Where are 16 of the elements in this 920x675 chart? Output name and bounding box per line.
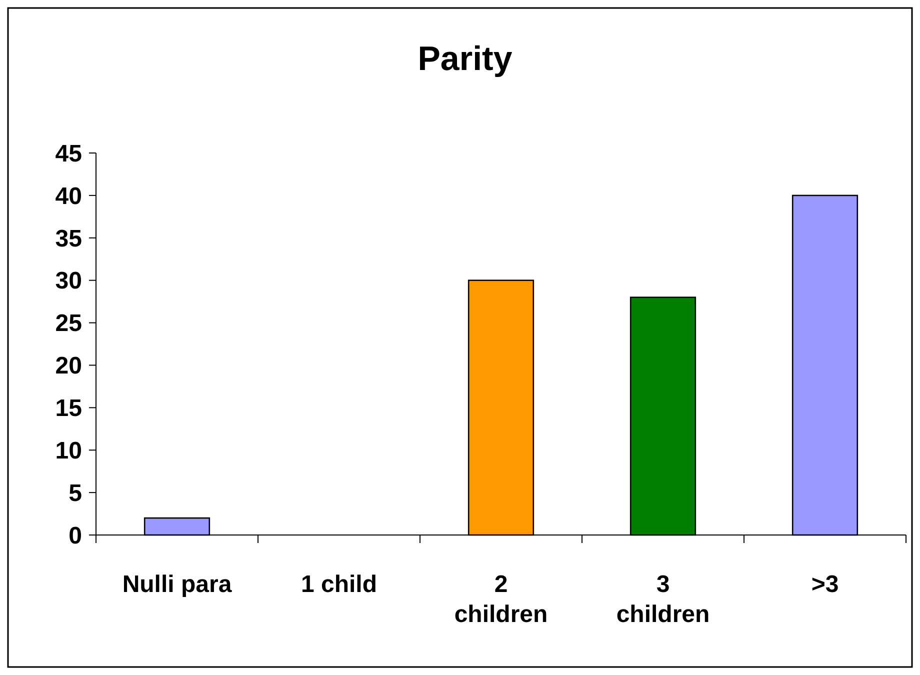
y-tick-label: 0	[68, 522, 82, 550]
y-tick-label: 45	[55, 140, 82, 168]
x-tick-label: >3	[811, 571, 839, 598]
x-tick-label: Nulli para	[122, 571, 232, 598]
y-tick-label: 40	[55, 182, 82, 210]
x-tick-label: 1 child	[300, 571, 378, 598]
chart-title: Parity	[418, 40, 512, 78]
y-tick-label: 15	[55, 395, 82, 422]
x-tick-label: 3 children	[616, 571, 710, 628]
y-tick-label: 10	[55, 438, 82, 465]
y-tick-label: 20	[55, 352, 82, 380]
y-tick-label: 5	[68, 480, 82, 507]
x-tick-label: 2 children	[454, 571, 548, 628]
y-tick-label: 35	[55, 225, 82, 252]
y-tick-label: 25	[55, 310, 82, 338]
y-tick-label: 30	[55, 268, 82, 295]
